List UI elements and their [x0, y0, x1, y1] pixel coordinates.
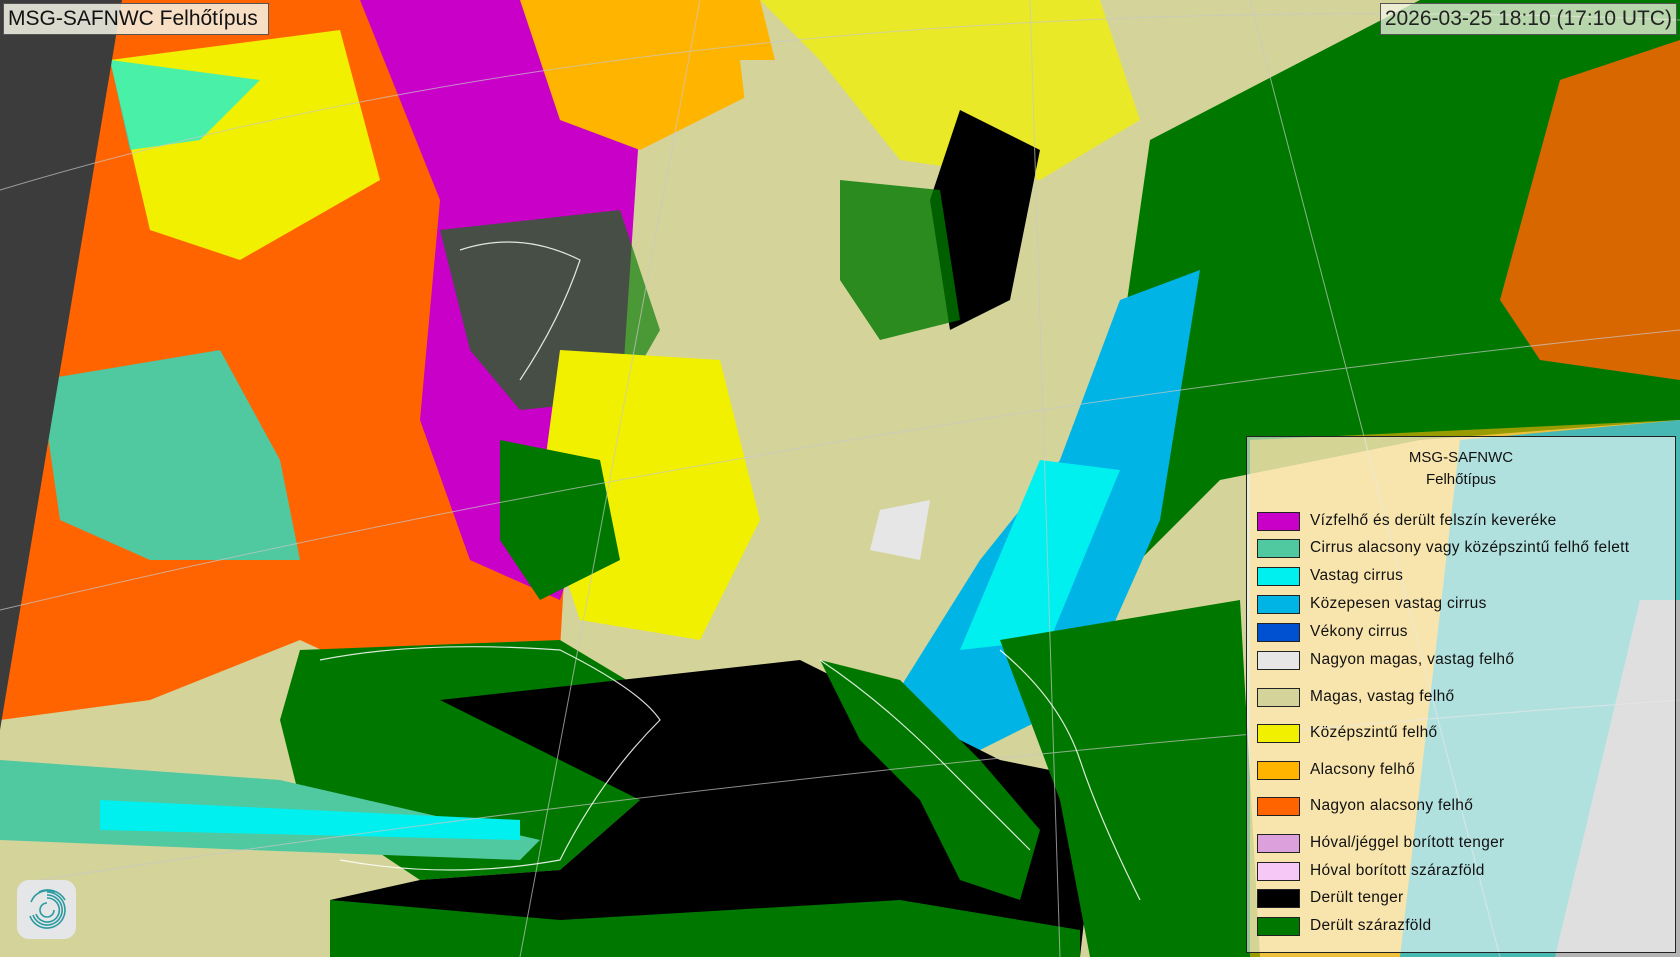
- timestamp: 2026-03-25 18:10 (17:10 UTC): [1379, 3, 1677, 35]
- legend-swatch: [1257, 511, 1300, 531]
- map-region-balkans: [1000, 600, 1260, 957]
- legend-swatch: [1257, 622, 1300, 642]
- legend-label: Magas, vastag felhő: [1310, 688, 1455, 705]
- legend-item: Magas, vastag felhő: [1257, 687, 1454, 707]
- legend-swatch: [1257, 650, 1300, 670]
- map-region-north-sea: [840, 180, 960, 340]
- legend-label: Cirrus alacsony vagy középszintű felhő f…: [1310, 539, 1630, 556]
- legend-swatch: [1257, 723, 1300, 743]
- legend-title-line1: MSG-SAFNWC: [1408, 449, 1514, 466]
- swirl-logo-icon: [17, 880, 76, 939]
- legend-label: Vastag cirrus: [1310, 567, 1404, 584]
- legend-item: Vízfelhő és derült felszín keveréke: [1257, 511, 1557, 531]
- map-region-italy: [820, 660, 1040, 900]
- legend-label: Közepesen vastag cirrus: [1310, 595, 1487, 612]
- legend-label: Vízfelhő és derült felszín keveréke: [1310, 512, 1557, 529]
- legend-item: Cirrus alacsony vagy középszintű felhő f…: [1257, 538, 1629, 558]
- legend-swatch: [1257, 888, 1300, 908]
- map-region-thick-cirrus: [960, 460, 1120, 650]
- legend-swatch: [1257, 594, 1300, 614]
- map-region-baltic-black: [930, 110, 1040, 330]
- legend: MSG-SAFNWC Felhőtípus Vízfelhő és derült…: [1246, 436, 1676, 953]
- legend-item: Középszintű felhő: [1257, 723, 1437, 743]
- legend-title-line2: Felhőtípus: [1425, 471, 1497, 488]
- map-borders: [319, 241, 1141, 901]
- legend-label: Hóval/jéggel borított tenger: [1310, 834, 1505, 851]
- map-region-cyan-west: [110, 60, 260, 150]
- legend-label: Alacsony felhő: [1310, 761, 1416, 778]
- map-region-east-green: [1110, 0, 1680, 560]
- legend-item: Nagyon alacsony felhő: [1257, 796, 1473, 816]
- legend-swatch: [1257, 861, 1300, 881]
- legend-item: Derült szárazföld: [1257, 916, 1431, 936]
- legend-label: Derült szárazföld: [1310, 917, 1432, 934]
- legend-swatch: [1257, 796, 1300, 816]
- legend-item: Közepesen vastag cirrus: [1257, 594, 1487, 614]
- legend-label: Vékony cirrus: [1310, 623, 1408, 640]
- legend-item: Derült tenger: [1257, 888, 1404, 908]
- legend-label: Nagyon alacsony felhő: [1310, 797, 1474, 814]
- legend-item: Vékony cirrus: [1257, 622, 1408, 642]
- legend-item: Nagyon magas, vastag felhő: [1257, 650, 1514, 670]
- map-region-scandinavia-yellow: [760, 0, 1140, 180]
- legend-swatch: [1257, 538, 1300, 558]
- legend-swatch: [1257, 687, 1300, 707]
- legend-swatch: [1257, 916, 1300, 936]
- map-region-cirrus-low: [40, 350, 300, 560]
- map-outside-disk: [0, 0, 122, 730]
- legend-item: Hóval/jéggel borított tenger: [1257, 833, 1505, 853]
- legend-item: Vastag cirrus: [1257, 566, 1403, 586]
- map-region-africa: [330, 900, 1080, 957]
- map-region-france-green: [500, 440, 620, 600]
- legend-item: Hóval borított szárazföld: [1257, 861, 1485, 881]
- legend-label: Derült tenger: [1310, 889, 1404, 906]
- legend-swatch: [1257, 760, 1300, 780]
- map-region-cyan-strip: [100, 800, 520, 840]
- legend-label: Hóval borított szárazföld: [1310, 862, 1485, 879]
- legend-label: Középszintű felhő: [1310, 724, 1438, 741]
- legend-label: Nagyon magas, vastag felhő: [1310, 651, 1515, 668]
- legend-item: Alacsony felhő: [1257, 760, 1415, 780]
- legend-swatch: [1257, 566, 1300, 586]
- map-region-very-high: [870, 500, 930, 560]
- map-title: MSG-SAFNWC Felhőtípus: [3, 3, 269, 35]
- map-region-orange-north: [520, 0, 780, 150]
- legend-title: MSG-SAFNWC Felhőtípus: [1247, 447, 1675, 491]
- map-region-east-orange: [1500, 40, 1680, 380]
- legend-swatch: [1257, 833, 1300, 853]
